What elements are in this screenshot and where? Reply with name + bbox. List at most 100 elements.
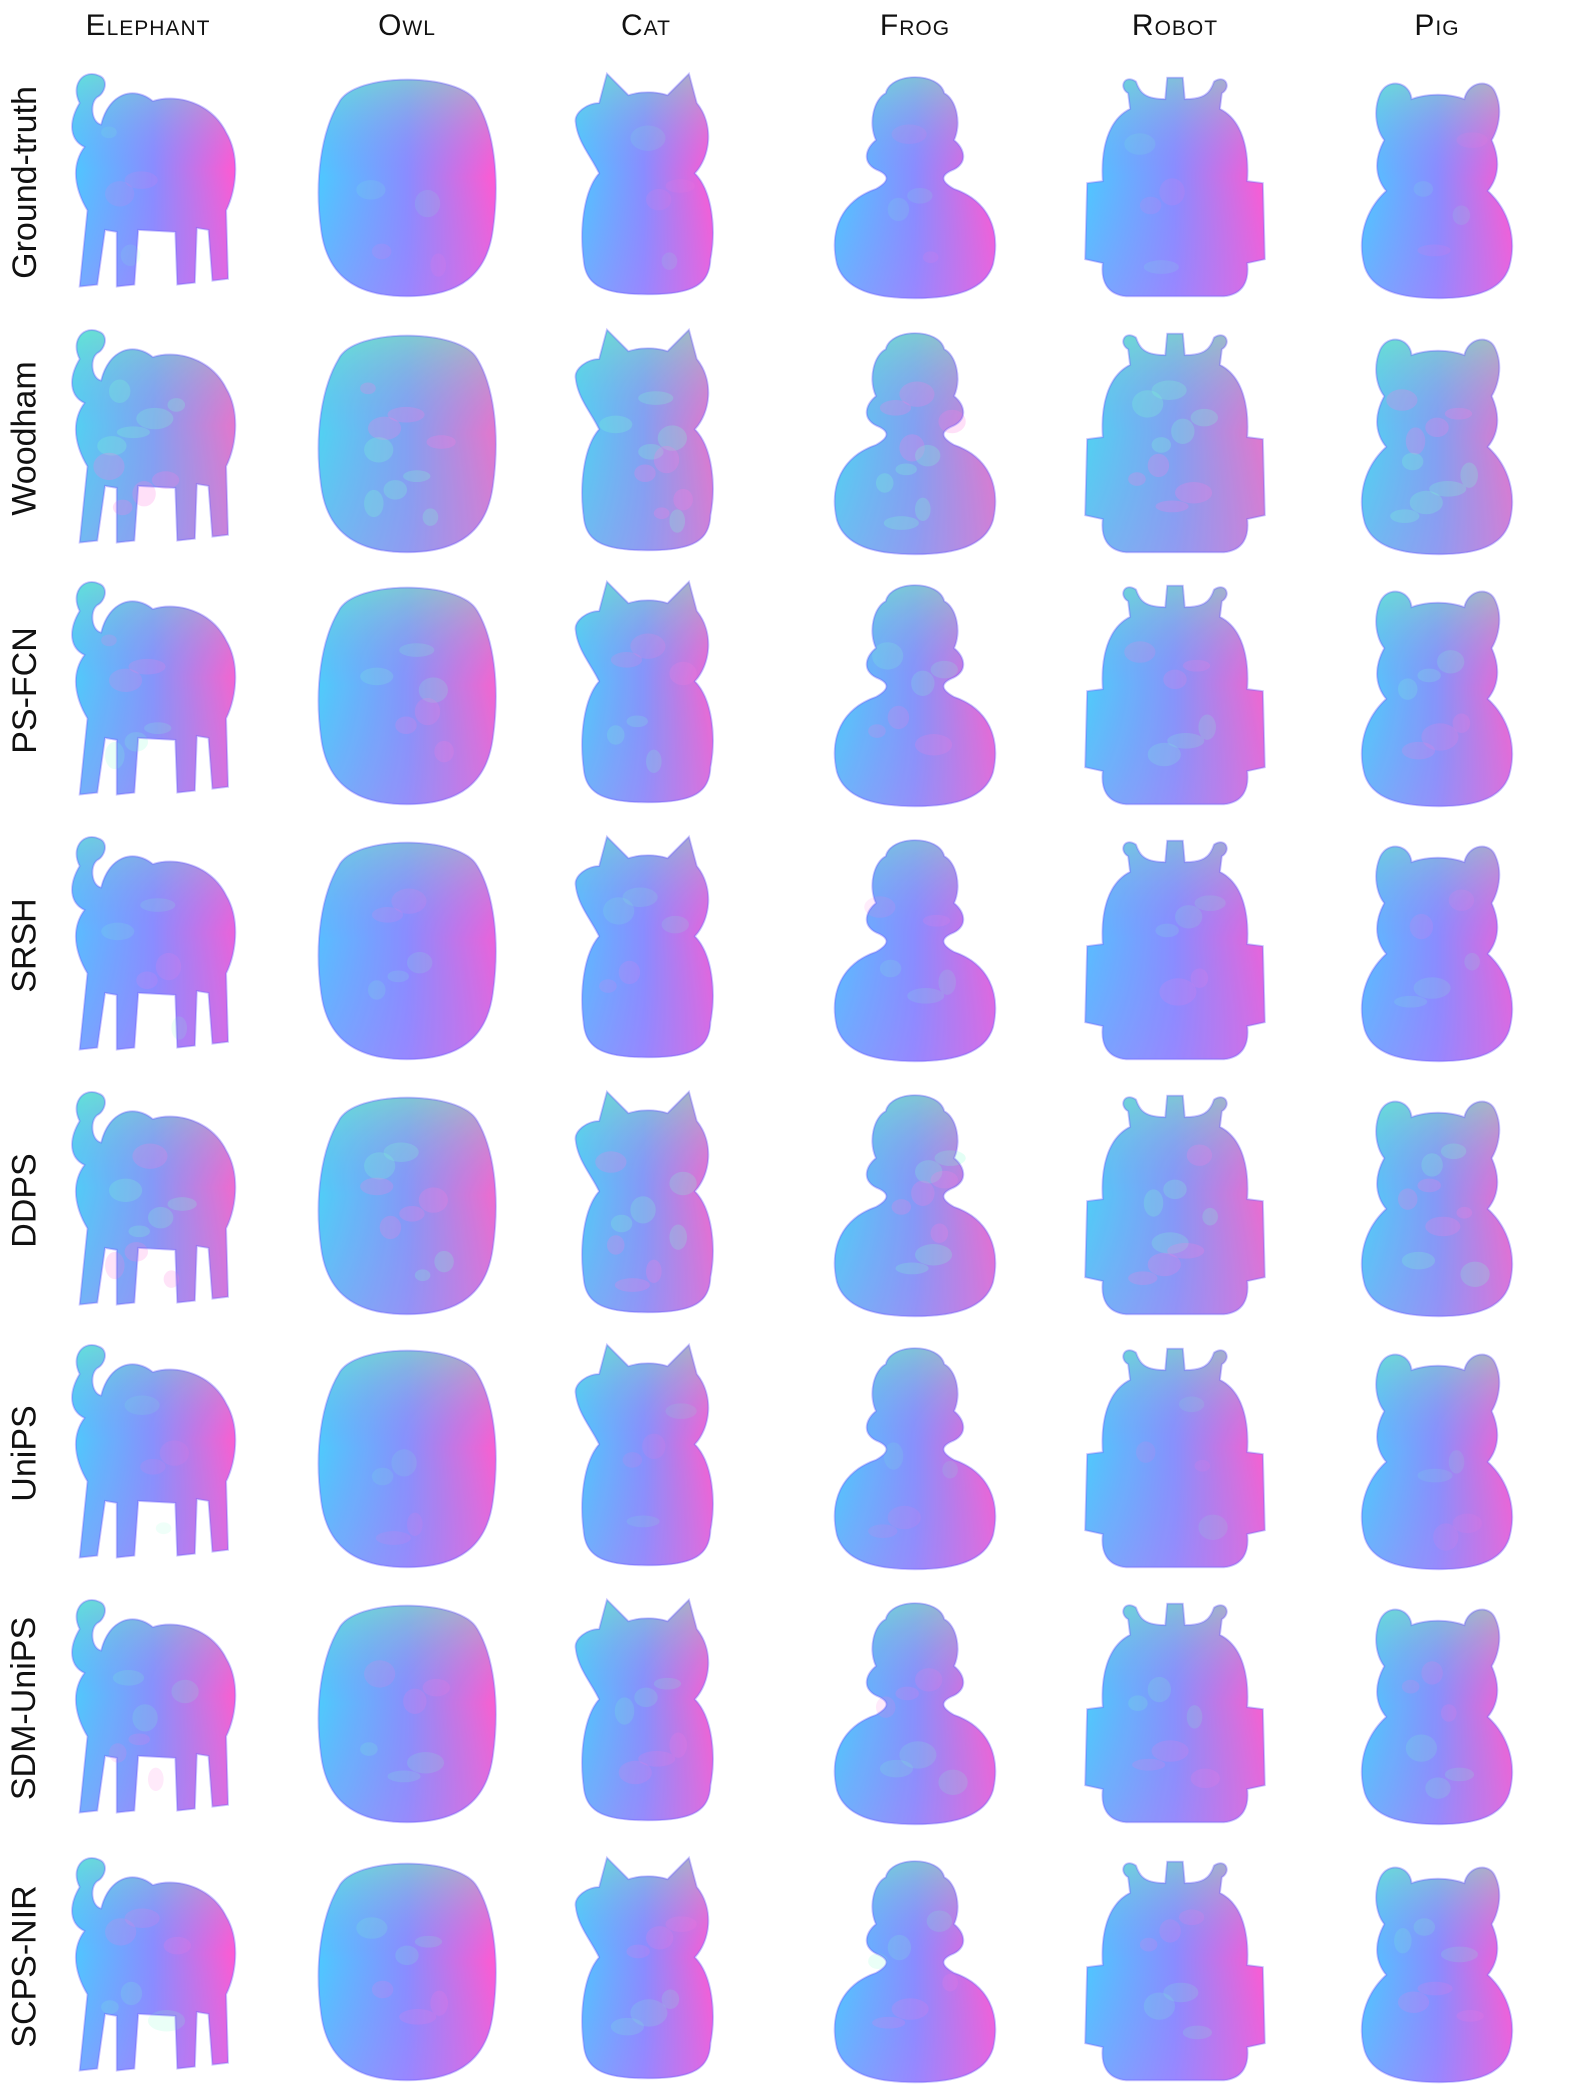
frog-silhouette — [806, 1590, 1024, 1834]
normal-map-robot-scps-nir — [1066, 1848, 1284, 2092]
cat-silhouette — [537, 320, 755, 564]
normal-map-robot-woodham — [1066, 320, 1284, 564]
owl-silhouette — [298, 64, 516, 308]
normal-map-robot-sdm-unips — [1066, 1590, 1284, 1834]
normal-map-cat-scps-nir — [537, 1848, 755, 2092]
robot-silhouette — [1066, 1590, 1284, 1834]
column-label-robot: Robot — [1043, 4, 1307, 48]
elephant-silhouette — [39, 64, 257, 308]
cat-silhouette — [537, 1848, 755, 2092]
normal-map-elephant-unips — [39, 1335, 257, 1579]
owl-silhouette — [298, 827, 516, 1071]
elephant-silhouette — [39, 1082, 257, 1326]
column-label-pig: Pig — [1305, 4, 1569, 48]
normal-map-cat-ddps — [537, 1082, 755, 1326]
normal-map-elephant-ground-truth — [39, 64, 257, 308]
normal-map-pig-sdm-unips — [1328, 1590, 1546, 1834]
frog-silhouette — [806, 1082, 1024, 1326]
owl-silhouette — [298, 1335, 516, 1579]
normal-map-frog-scps-nir — [806, 1848, 1024, 2092]
cat-silhouette — [537, 1335, 755, 1579]
normal-map-owl-sdm-unips — [298, 1590, 516, 1834]
normal-map-pig-ps-fcn — [1328, 572, 1546, 816]
normal-map-frog-ddps — [806, 1082, 1024, 1326]
cat-silhouette — [537, 64, 755, 308]
frog-silhouette — [806, 1335, 1024, 1579]
normal-map-owl-scps-nir — [298, 1848, 516, 2092]
frog-silhouette — [806, 320, 1024, 564]
robot-silhouette — [1066, 1848, 1284, 2092]
normal-map-cat-woodham — [537, 320, 755, 564]
elephant-silhouette — [39, 1848, 257, 2092]
normal-map-pig-woodham — [1328, 320, 1546, 564]
normal-map-owl-ddps — [298, 1082, 516, 1326]
normal-map-robot-unips — [1066, 1335, 1284, 1579]
normal-map-robot-srsh — [1066, 827, 1284, 1071]
normal-map-robot-ps-fcn — [1066, 572, 1284, 816]
normal-map-frog-ground-truth — [806, 64, 1024, 308]
normal-map-frog-srsh — [806, 827, 1024, 1071]
robot-silhouette — [1066, 572, 1284, 816]
normal-map-cat-srsh — [537, 827, 755, 1071]
normal-map-frog-sdm-unips — [806, 1590, 1024, 1834]
owl-silhouette — [298, 320, 516, 564]
column-label-cat: Cat — [514, 4, 778, 48]
cat-silhouette — [537, 572, 755, 816]
normal-map-pig-ddps — [1328, 1082, 1546, 1326]
column-label-elephant: Elephant — [16, 4, 280, 48]
normal-map-frog-woodham — [806, 320, 1024, 564]
normal-map-elephant-ps-fcn — [39, 572, 257, 816]
robot-silhouette — [1066, 64, 1284, 308]
normal-map-frog-unips — [806, 1335, 1024, 1579]
robot-silhouette — [1066, 1082, 1284, 1326]
column-label-frog: Frog — [783, 4, 1047, 48]
column-label-owl: Owl — [275, 4, 539, 48]
normal-map-pig-ground-truth — [1328, 64, 1546, 308]
robot-silhouette — [1066, 827, 1284, 1071]
pig-silhouette — [1328, 1590, 1546, 1834]
cat-silhouette — [537, 827, 755, 1071]
normal-map-elephant-scps-nir — [39, 1848, 257, 2092]
frog-silhouette — [806, 827, 1024, 1071]
frog-silhouette — [806, 572, 1024, 816]
pig-silhouette — [1328, 1335, 1546, 1579]
pig-silhouette — [1328, 572, 1546, 816]
normal-map-elephant-srsh — [39, 827, 257, 1071]
normal-map-owl-srsh — [298, 827, 516, 1071]
normal-map-pig-unips — [1328, 1335, 1546, 1579]
normal-map-cat-sdm-unips — [537, 1590, 755, 1834]
normal-map-cat-ps-fcn — [537, 572, 755, 816]
normal-map-frog-ps-fcn — [806, 572, 1024, 816]
owl-silhouette — [298, 1848, 516, 2092]
owl-silhouette — [298, 1082, 516, 1326]
normal-map-elephant-woodham — [39, 320, 257, 564]
cat-silhouette — [537, 1590, 755, 1834]
normal-map-elephant-sdm-unips — [39, 1590, 257, 1834]
frog-silhouette — [806, 1848, 1024, 2092]
normal-map-robot-ground-truth — [1066, 64, 1284, 308]
elephant-silhouette — [39, 1590, 257, 1834]
pig-silhouette — [1328, 320, 1546, 564]
frog-silhouette — [806, 64, 1024, 308]
normal-map-pig-scps-nir — [1328, 1848, 1546, 2092]
pig-silhouette — [1328, 1082, 1546, 1326]
normal-map-owl-ground-truth — [298, 64, 516, 308]
normal-map-robot-ddps — [1066, 1082, 1284, 1326]
owl-silhouette — [298, 572, 516, 816]
normal-map-cat-ground-truth — [537, 64, 755, 308]
pig-silhouette — [1328, 1848, 1546, 2092]
normal-map-owl-ps-fcn — [298, 572, 516, 816]
robot-silhouette — [1066, 1335, 1284, 1579]
elephant-silhouette — [39, 320, 257, 564]
owl-silhouette — [298, 1590, 516, 1834]
elephant-silhouette — [39, 1335, 257, 1579]
normal-map-cat-unips — [537, 1335, 755, 1579]
normal-map-elephant-ddps — [39, 1082, 257, 1326]
cat-silhouette — [537, 1082, 755, 1326]
elephant-silhouette — [39, 572, 257, 816]
pig-silhouette — [1328, 827, 1546, 1071]
elephant-silhouette — [39, 827, 257, 1071]
normal-map-owl-woodham — [298, 320, 516, 564]
robot-silhouette — [1066, 320, 1284, 564]
